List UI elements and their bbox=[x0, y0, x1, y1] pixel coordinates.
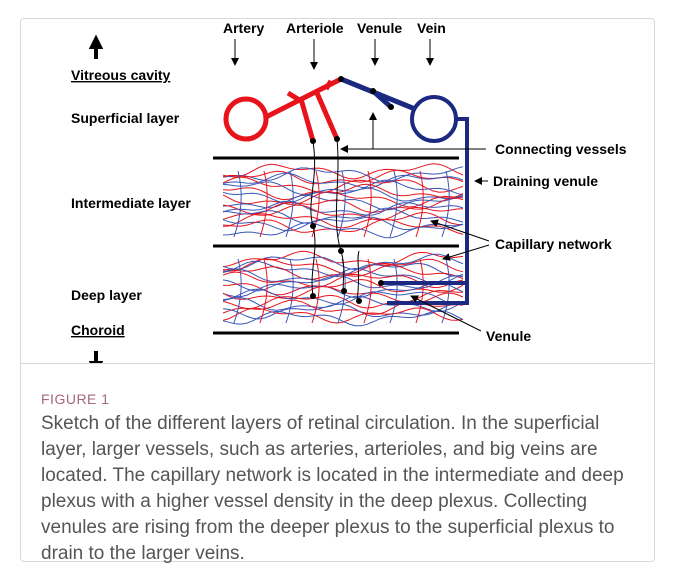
layer-label: Choroid bbox=[71, 322, 125, 338]
annotation-label: Capillary network bbox=[495, 236, 612, 252]
artery bbox=[226, 99, 266, 139]
capillary bbox=[223, 311, 463, 326]
figure-frame: Vitreous cavity Superficial layer Interm… bbox=[20, 18, 655, 562]
layer-label: Superficial layer bbox=[71, 110, 180, 126]
vessel-label: Vein bbox=[417, 20, 446, 36]
layer-label: Vitreous cavity bbox=[71, 67, 171, 83]
vessel-label: Venule bbox=[357, 20, 402, 36]
vessel-label: Arteriole bbox=[286, 20, 344, 36]
layer-label: Intermediate layer bbox=[71, 195, 191, 211]
caption-label: FIGURE 1 bbox=[41, 391, 110, 407]
annotation-label: Draining venule bbox=[493, 173, 598, 189]
venule bbox=[341, 79, 415, 109]
annotation-label: Connecting vessels bbox=[495, 141, 627, 157]
vein bbox=[412, 97, 456, 141]
annotation-label: Venule bbox=[486, 328, 531, 344]
down-arrow bbox=[92, 351, 100, 363]
vessel-label: Artery bbox=[223, 20, 264, 36]
layer-label: Deep layer bbox=[71, 287, 142, 303]
caption-text: Sketch of the different layers of retina… bbox=[41, 411, 641, 567]
capillary bbox=[416, 259, 423, 323]
up-arrow bbox=[92, 39, 100, 59]
arteriole bbox=[266, 79, 341, 141]
diagram: Vitreous cavity Superficial layer Interm… bbox=[21, 19, 654, 363]
figure: Vitreous cavity Superficial layer Interm… bbox=[21, 19, 654, 364]
